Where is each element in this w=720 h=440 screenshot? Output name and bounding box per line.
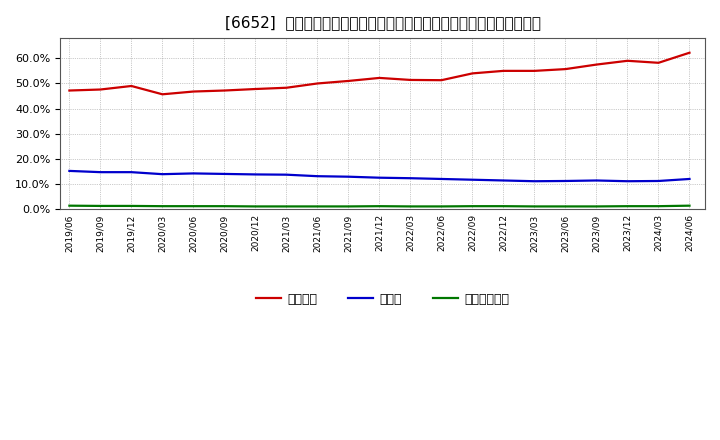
Line: のれん: のれん	[69, 171, 690, 181]
自己資本	[592, 62, 600, 67]
繰延税金資産	[406, 204, 415, 209]
繰延税金資産	[530, 204, 539, 209]
のれん	[499, 178, 508, 183]
繰延税金資産	[282, 204, 291, 209]
Line: 繰延税金資産: 繰延税金資産	[69, 205, 690, 206]
自己資本	[499, 68, 508, 73]
繰延税金資産	[592, 204, 600, 209]
繰延税金資産	[158, 204, 167, 209]
繰延税金資産	[375, 204, 384, 209]
繰延税金資産	[561, 204, 570, 209]
自己資本	[189, 89, 198, 94]
自己資本	[624, 58, 632, 63]
自己資本	[65, 88, 73, 93]
繰延税金資産	[251, 204, 260, 209]
自己資本	[282, 85, 291, 90]
繰延税金資産	[654, 204, 663, 209]
自己資本	[158, 92, 167, 97]
のれん	[375, 175, 384, 180]
繰延税金資産	[624, 204, 632, 209]
のれん	[437, 176, 446, 182]
繰延税金資産	[189, 204, 198, 209]
自己資本	[406, 77, 415, 83]
のれん	[282, 172, 291, 177]
Title: [6652]  自己資本、のれん、繰延税金資産の総資産に対する比率の推移: [6652] 自己資本、のれん、繰延税金資産の総資産に対する比率の推移	[225, 15, 541, 30]
のれん	[251, 172, 260, 177]
のれん	[313, 173, 322, 179]
自己資本	[437, 77, 446, 83]
自己資本	[344, 78, 353, 84]
のれん	[561, 178, 570, 183]
のれん	[158, 172, 167, 177]
自己資本	[375, 75, 384, 81]
Legend: 自己資本, のれん, 繰延税金資産: 自己資本, のれん, 繰延税金資産	[251, 288, 514, 311]
のれん	[189, 171, 198, 176]
自己資本	[530, 68, 539, 73]
自己資本	[654, 60, 663, 66]
自己資本	[96, 87, 104, 92]
自己資本	[685, 50, 694, 55]
自己資本	[251, 86, 260, 92]
繰延税金資産	[96, 203, 104, 209]
繰延税金資産	[468, 204, 477, 209]
Line: 自己資本: 自己資本	[69, 53, 690, 94]
のれん	[592, 178, 600, 183]
のれん	[65, 168, 73, 173]
繰延税金資産	[685, 203, 694, 208]
のれん	[654, 178, 663, 183]
のれん	[624, 179, 632, 184]
のれん	[530, 179, 539, 184]
自己資本	[561, 66, 570, 72]
自己資本	[127, 83, 136, 88]
のれん	[220, 171, 229, 176]
のれん	[468, 177, 477, 182]
繰延税金資産	[127, 203, 136, 209]
繰延税金資産	[499, 204, 508, 209]
自己資本	[220, 88, 229, 93]
のれん	[96, 169, 104, 175]
繰延税金資産	[437, 204, 446, 209]
繰延税金資産	[220, 204, 229, 209]
のれん	[127, 169, 136, 175]
のれん	[344, 174, 353, 180]
繰延税金資産	[344, 204, 353, 209]
のれん	[406, 176, 415, 181]
のれん	[685, 176, 694, 182]
繰延税金資産	[65, 203, 73, 208]
自己資本	[313, 81, 322, 86]
自己資本	[468, 71, 477, 76]
繰延税金資産	[313, 204, 322, 209]
